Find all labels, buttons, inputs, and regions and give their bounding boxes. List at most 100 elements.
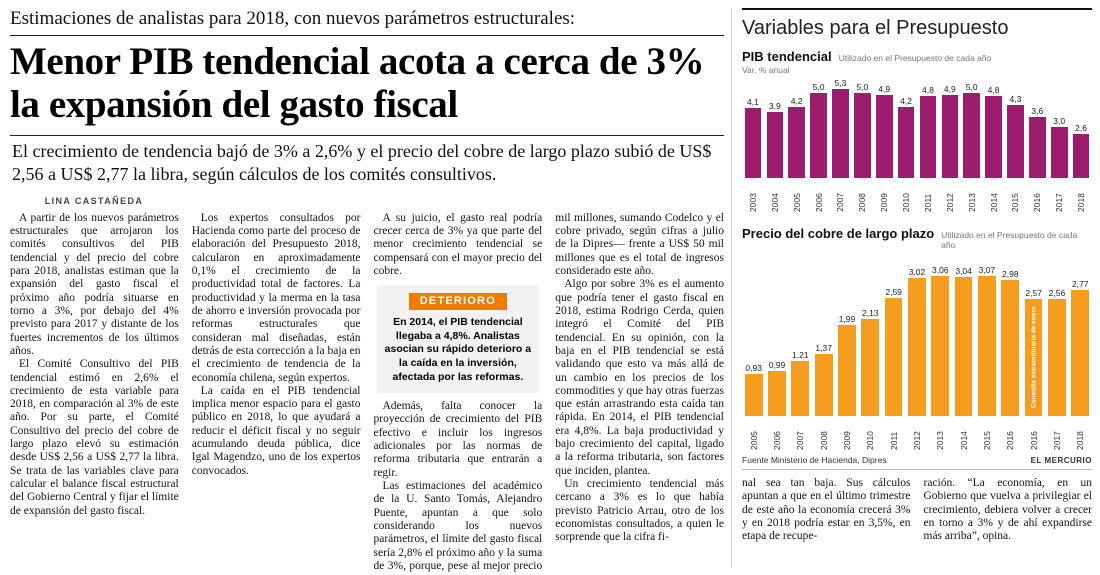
bar-group-2011: 4,8 2011 (917, 78, 939, 212)
bar-group-2018: 2,77 2018 (1069, 264, 1092, 450)
bar-year-label: 2009 (879, 193, 890, 212)
headline: Menor PIB tendencial acota a cerca de 3%… (10, 40, 705, 126)
bar-2012 (908, 278, 926, 416)
bar-2014 (954, 277, 973, 416)
paragraph: mil millones, sumando Codelco y el cobre… (555, 211, 724, 277)
paragraph: A su juicio, el gasto real podría crecer… (373, 211, 543, 277)
panel-top-rule (742, 8, 1092, 10)
bar-2003 (744, 108, 762, 178)
bar-group-2003: 4,1 2003 (742, 78, 764, 212)
bar-year-label: 2006 (771, 431, 782, 450)
bar-year-label: 2017 (1051, 431, 1062, 450)
bar-value-label: 5,0 (965, 82, 978, 92)
chart-pib-ylabel: Var. % anual (742, 65, 790, 75)
article-columns: A partir de los nuevos parámetros estruc… (10, 212, 724, 572)
bar-2009 (838, 325, 856, 416)
bar-2018 (1072, 134, 1090, 178)
bar-2008 (814, 354, 833, 416)
bar-value-label: 3,0 (1053, 116, 1066, 126)
bar-group-2016: 2,57 Consulta extraordinaria de enero 2016 (1022, 264, 1045, 450)
bar-group-2011: 2,59 2011 (882, 264, 905, 450)
chart-pib-title: PIB tendencial (742, 49, 832, 64)
bar-year-label: 2016 (1028, 431, 1039, 450)
chart-pib-header: PIB tendencial Utilizado en el Presupues… (742, 49, 1092, 64)
bar-value-label: 2,13 (862, 308, 879, 318)
highlight-box-text: En 2014, el PIB tendencial llegaba a 4,8… (384, 315, 532, 383)
article-column-2: Los expertos consultados por Hacienda co… (192, 212, 361, 572)
bar-group-2018: 2,6 2018 (1070, 78, 1092, 212)
bar-year-label: 2014 (988, 193, 999, 212)
bar-2004 (766, 112, 784, 178)
paragraph: Además, falta conocer la proyección de c… (373, 400, 543, 479)
bar-group-2006: 0,99 2006 (765, 264, 788, 450)
bar-2017 (1048, 299, 1066, 416)
bar-value-label: 2,59 (885, 287, 902, 297)
bar-2016 (1029, 117, 1046, 178)
bar-year-label: 2015 (1010, 193, 1021, 212)
kicker: Estimaciones de analistas para 2018, con… (10, 8, 724, 36)
chart-copper-header: Precio del cobre de largo plazo Utilizad… (742, 226, 1092, 250)
bar-year-label: 2005 (748, 431, 759, 450)
paragraph: Los expertos consultados por Hacienda co… (191, 211, 361, 384)
bar-year-label: 2008 (818, 431, 829, 450)
bar-group-2009: 4,9 2009 (873, 78, 895, 212)
bar-group-2015: 4,3 2015 (1005, 78, 1027, 212)
bar-value-label: 4,2 (900, 96, 912, 106)
bar-year-label: 2009 (841, 431, 852, 450)
bar-group-2007: 5,3 2007 (830, 78, 852, 212)
bar-group-2013: 3,06 2013 (929, 264, 952, 450)
bar-year-label: 2010 (865, 431, 876, 450)
bar-2006 (768, 371, 786, 416)
deck-divider (10, 134, 724, 136)
bar-2016 (1001, 280, 1020, 416)
bar-group-2012: 4,9 2012 (939, 78, 961, 212)
bar-2016: Consulta extraordinaria de enero (1024, 299, 1043, 416)
source-row: Fuente Ministerio de Hacienda, Dipres EL… (742, 455, 1092, 470)
article-continuation: nal sea tan baja. Sus cálculos apuntan a… (742, 477, 1092, 544)
bar-year-label: 2014 (958, 431, 969, 450)
bar-year-label: 2013 (935, 431, 946, 450)
highlight-box-label: DETERIORO (408, 293, 507, 310)
bar-2005 (744, 374, 763, 416)
bar-year-label: 2008 (857, 193, 868, 212)
bar-year-label: 2011 (922, 193, 933, 212)
bar-value-label: 4,8 (922, 85, 934, 95)
bar-year-label: 2012 (911, 431, 922, 450)
bar-value-label: 5,0 (812, 82, 825, 92)
paragraph: Algo por sobre 3% es el aumento que podr… (555, 278, 724, 477)
bar-value-label: 3,07 (978, 265, 996, 275)
bar-group-2014: 3,04 2014 (952, 264, 975, 450)
bar-group-2005: 0,93 2005 (742, 264, 765, 450)
bar-group-2008: 5,0 2008 (851, 78, 873, 212)
bar-2014 (985, 96, 1002, 178)
paragraph: La caída en el PIB tendencial implica me… (191, 384, 361, 477)
bar-value-label: 5,0 (856, 82, 869, 92)
bar-year-label: 2017 (1054, 193, 1065, 212)
bar-value-label: 4,3 (1009, 94, 1022, 104)
bar-value-label: 0,93 (745, 363, 762, 373)
bar-group-2013: 5,0 2013 (961, 78, 983, 212)
credit-label: EL MERCURIO (1030, 456, 1092, 465)
bar-group-2016: 3,6 2016 (1026, 78, 1048, 212)
bar-2015 (1007, 105, 1024, 178)
bar-value-label: 3,04 (955, 266, 972, 276)
article: Estimaciones de analistas para 2018, con… (10, 8, 724, 572)
bar-group-2017: 2,56 2017 (1045, 264, 1068, 450)
bar-value-label: 2,77 (1071, 279, 1089, 289)
bar-year-label: 2010 (901, 193, 912, 212)
bar-value-label: 1,21 (792, 350, 809, 360)
bar-value-label: 3,9 (768, 101, 781, 111)
bar-year-label: 2015 (981, 431, 992, 450)
bar-2013 (963, 93, 980, 178)
bar-2010 (897, 107, 915, 178)
source-label: Fuente Ministerio de Hacienda, Dipres (742, 455, 887, 465)
bar-2008 (854, 93, 871, 178)
bar-year-label: 2016 (1005, 431, 1016, 450)
chart-copper-title: Precio del cobre de largo plazo (742, 226, 935, 241)
chart-copper: Precio del cobre de largo plazo Utilizad… (742, 226, 1092, 450)
bar-group-2012: 3,02 2012 (905, 264, 928, 450)
bar-value-label: 4,1 (747, 97, 759, 107)
article-column-1: A partir de los nuevos parámetros estruc… (10, 212, 179, 572)
bar-year-label: 2016 (1032, 193, 1043, 212)
bar-value-label: 4,8 (987, 85, 1000, 95)
